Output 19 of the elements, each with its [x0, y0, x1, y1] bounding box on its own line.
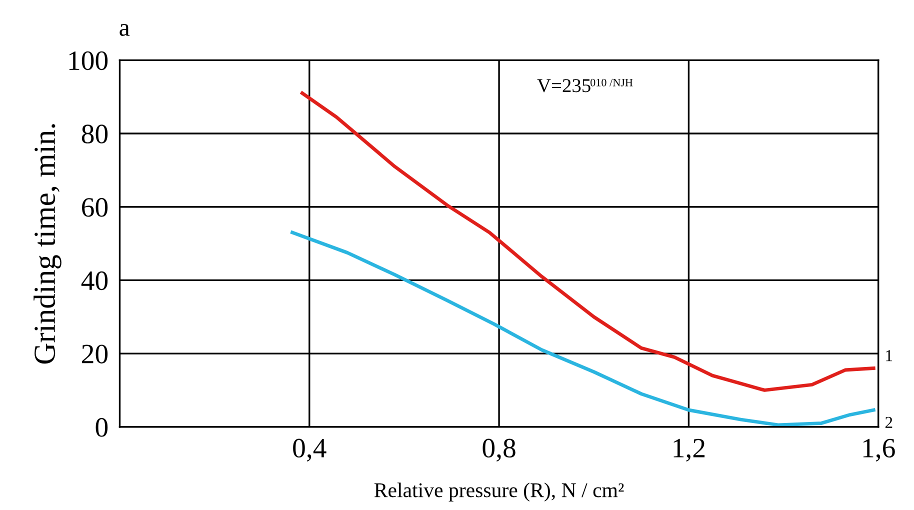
series-label: 1	[886, 350, 892, 362]
y-tick-label: 40	[81, 271, 108, 290]
x-tick-label: 0,8	[482, 438, 516, 462]
series-label: 2	[885, 416, 892, 428]
y-axis-title: Grinding time, min.	[34, 124, 62, 364]
y-tick-label: 100	[69, 51, 108, 70]
x-tick-label: 1,2	[674, 438, 705, 462]
y-tick-label: 80	[82, 124, 108, 144]
x-tick-label: 1,6	[863, 438, 895, 462]
annotation: 010 /NJH	[590, 78, 633, 86]
x-axis-title: Relative pressure (R), N / cm²	[374, 482, 624, 502]
y-tick-label: 60	[82, 198, 108, 217]
chart-title: a	[120, 24, 130, 36]
line-series	[290, 230, 876, 427]
y-tick-label: 0	[96, 418, 108, 437]
line-series	[300, 91, 876, 392]
annotation: V=235	[537, 79, 590, 92]
x-tick-label: 0,4	[293, 438, 326, 462]
y-tick-label: 20	[82, 344, 108, 364]
